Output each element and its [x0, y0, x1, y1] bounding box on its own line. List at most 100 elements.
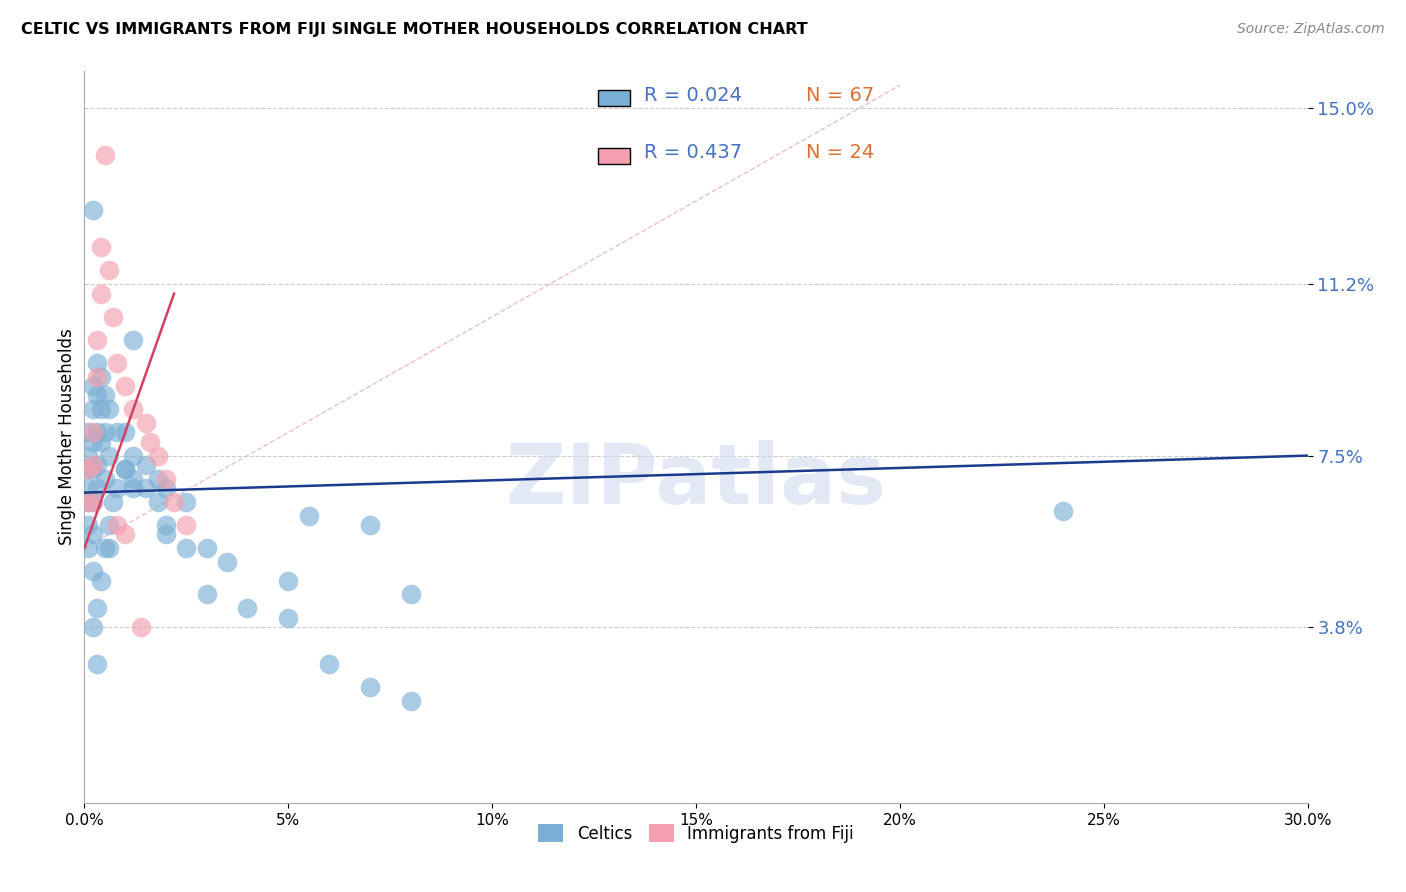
Point: [90, 286, 112, 301]
Point: [93, 472, 115, 486]
Point: [155, 518, 177, 533]
Point: [86, 458, 108, 472]
Point: [86, 481, 108, 495]
Point: [114, 379, 136, 393]
Point: [90, 434, 112, 449]
Point: [77, 462, 100, 476]
Point: [135, 458, 157, 472]
Point: [217, 555, 239, 569]
Point: [101, 495, 124, 509]
Point: [122, 402, 145, 417]
Point: [86, 657, 108, 671]
Point: [93, 425, 115, 440]
Point: [86, 356, 108, 370]
Point: [90, 240, 112, 254]
Text: R = 0.437: R = 0.437: [644, 143, 742, 162]
Point: [77, 425, 100, 440]
Legend: Celtics, Immigrants from Fiji: Celtics, Immigrants from Fiji: [531, 818, 860, 849]
Point: [298, 508, 321, 523]
Point: [90, 574, 112, 588]
Point: [77, 495, 100, 509]
Point: [1052, 504, 1074, 518]
Text: ZIPatlas: ZIPatlas: [506, 441, 886, 522]
Text: CELTIC VS IMMIGRANTS FROM FIJI SINGLE MOTHER HOUSEHOLDS CORRELATION CHART: CELTIC VS IMMIGRANTS FROM FIJI SINGLE MO…: [21, 22, 807, 37]
Point: [163, 495, 186, 509]
Point: [114, 462, 136, 476]
Point: [114, 425, 136, 440]
Point: [82, 434, 104, 449]
Point: [114, 462, 136, 476]
Text: N = 67: N = 67: [806, 87, 875, 105]
Point: [82, 462, 104, 476]
Point: [359, 680, 381, 694]
Text: R = 0.024: R = 0.024: [644, 87, 742, 105]
Point: [195, 587, 218, 601]
Point: [359, 518, 381, 533]
Point: [174, 495, 197, 509]
Point: [97, 541, 120, 556]
Point: [77, 541, 100, 556]
Point: [86, 601, 108, 615]
Point: [82, 458, 104, 472]
Point: [77, 495, 100, 509]
Point: [77, 462, 100, 476]
Point: [195, 541, 218, 556]
Point: [135, 416, 157, 430]
FancyBboxPatch shape: [598, 148, 630, 164]
Point: [82, 495, 104, 509]
Point: [131, 620, 153, 634]
Point: [86, 333, 108, 347]
Point: [82, 425, 104, 440]
Point: [77, 449, 100, 463]
Point: [399, 694, 422, 708]
Point: [82, 620, 104, 634]
Point: [236, 601, 259, 615]
Point: [97, 449, 120, 463]
FancyBboxPatch shape: [598, 90, 630, 106]
Point: [93, 541, 115, 556]
Point: [105, 518, 128, 533]
Point: [77, 481, 100, 495]
Point: [155, 472, 177, 486]
Point: [174, 541, 197, 556]
Point: [82, 495, 104, 509]
Point: [82, 402, 104, 417]
Point: [146, 449, 169, 463]
Point: [86, 425, 108, 440]
Point: [90, 370, 112, 384]
Point: [101, 310, 124, 324]
Point: [82, 527, 104, 541]
Text: N = 24: N = 24: [806, 143, 875, 162]
Point: [174, 518, 197, 533]
Point: [82, 203, 104, 218]
Point: [399, 587, 422, 601]
Point: [146, 495, 169, 509]
Point: [93, 388, 115, 402]
Point: [86, 388, 108, 402]
Point: [122, 481, 145, 495]
Text: Source: ZipAtlas.com: Source: ZipAtlas.com: [1237, 22, 1385, 37]
Point: [155, 481, 177, 495]
Point: [86, 370, 108, 384]
Point: [146, 472, 169, 486]
Point: [138, 434, 160, 449]
Point: [122, 333, 145, 347]
Point: [77, 518, 100, 533]
Point: [318, 657, 340, 671]
Point: [97, 518, 120, 533]
Point: [82, 379, 104, 393]
Point: [105, 425, 128, 440]
Point: [122, 472, 145, 486]
Point: [105, 356, 128, 370]
Point: [97, 402, 120, 417]
Point: [122, 449, 145, 463]
Y-axis label: Single Mother Households: Single Mother Households: [58, 329, 76, 545]
Point: [105, 481, 128, 495]
Point: [277, 610, 299, 624]
Point: [82, 565, 104, 579]
Point: [114, 527, 136, 541]
Point: [155, 527, 177, 541]
Point: [135, 481, 157, 495]
Point: [277, 574, 299, 588]
Point: [90, 402, 112, 417]
